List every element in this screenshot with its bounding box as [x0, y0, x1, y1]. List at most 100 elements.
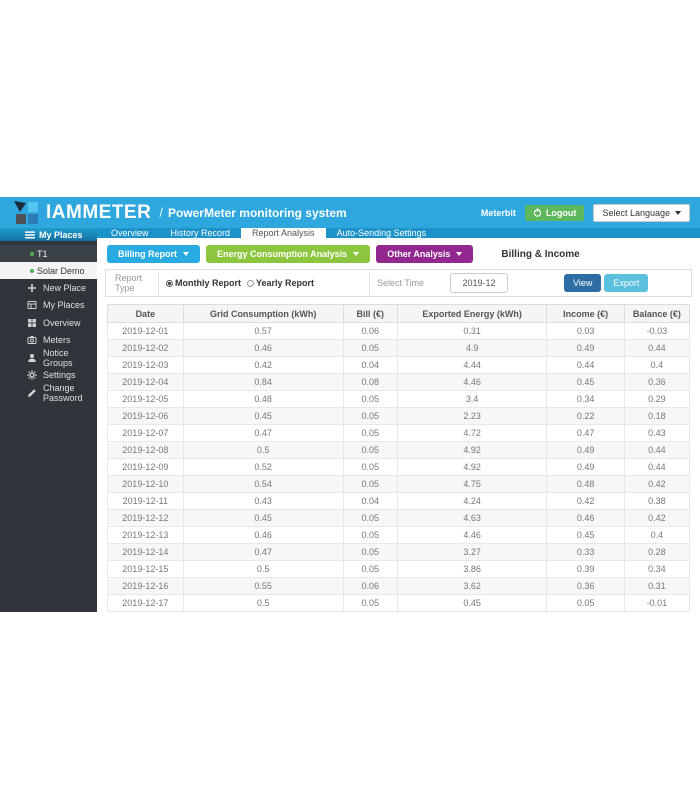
table-cell: 4.92 — [396, 458, 548, 476]
table-cell: 2019-12-08 — [107, 441, 184, 459]
monthly-report-radio[interactable]: Monthly Report — [166, 278, 241, 288]
table-cell: 2.23 — [396, 407, 548, 425]
table-cell: 4.75 — [396, 475, 548, 493]
tab-report-analysis[interactable]: Report Analysis — [241, 228, 326, 238]
title-separator: / — [159, 205, 163, 220]
sidebar-item-meters[interactable]: Meters — [0, 332, 97, 350]
menu-icon — [25, 230, 35, 240]
table-cell: 0.45 — [546, 526, 625, 544]
sidebar-item-label: Change Password — [43, 382, 83, 403]
other-analysis-dropdown[interactable]: Other Analysis — [376, 245, 474, 263]
tab-bar: Overview History Record Report Analysis Aut… — [97, 228, 700, 238]
table-cell: 0.43 — [182, 492, 344, 510]
table-cell: 0.47 — [182, 543, 344, 561]
tab-overview[interactable]: Overview — [111, 228, 149, 238]
view-button[interactable]: View — [564, 274, 602, 292]
table-cell: 0.34 — [623, 560, 691, 578]
table-cell: 0.49 — [546, 441, 625, 459]
tab-history-record[interactable]: History Record — [170, 228, 231, 238]
table-cell: 2019-12-13 — [107, 526, 184, 544]
table-cell: 0.43 — [623, 424, 691, 442]
table-cell: 2019-12-16 — [107, 577, 184, 595]
table-row: 2019-12-13 0.46 0.05 4.46 0.45 0.4 — [107, 526, 691, 544]
table-cell: 0.05 — [342, 509, 398, 527]
other-analysis-label: Other Analysis — [387, 249, 451, 259]
table-row: 2019-12-08 0.5 0.05 4.92 0.49 0.44 — [107, 441, 691, 459]
sidebar-place-t1[interactable]: T1 — [0, 245, 97, 262]
table-cell: 3.86 — [396, 560, 548, 578]
sidebar-nav: New Place My Places Overview Meters Notice G… — [0, 279, 97, 403]
sidebar-item-label: Overview — [43, 317, 81, 328]
select-language-dropdown[interactable]: Select Language — [593, 203, 690, 222]
user-icon — [27, 353, 37, 363]
table-cell: 4.46 — [396, 526, 548, 544]
column-header: Bill (€) — [342, 304, 398, 323]
table-cell: 0.34 — [546, 390, 625, 408]
table-cell: 0.44 — [623, 339, 691, 357]
table-cell: 0.49 — [546, 339, 625, 357]
table-cell: 3.62 — [396, 577, 548, 595]
table-cell: 4.9 — [396, 339, 548, 357]
table-header-row: Date Grid Consumption (kWh) Bill (€) Export… — [107, 304, 691, 323]
energy-consumption-analysis-dropdown[interactable]: Energy Consumption Analysis — [206, 245, 371, 263]
logout-button[interactable]: Logout — [524, 204, 585, 221]
table-cell: 0.47 — [182, 424, 344, 442]
table-cell: 0.05 — [342, 441, 398, 459]
sidebar-item-label: Settings — [43, 370, 76, 381]
app-body: My Places T1 Solar Demo New Place My Place… — [0, 228, 700, 612]
pencil-icon — [27, 388, 37, 398]
iammeter-logo: IAMMETER — [14, 200, 151, 225]
export-button[interactable]: Export — [604, 274, 649, 292]
table-cell: 0.5 — [182, 441, 344, 459]
sidebar-item-my-places[interactable]: My Places — [0, 297, 97, 315]
table-cell: 0.31 — [396, 322, 548, 340]
table-row: 2019-12-17 0.5 0.05 0.45 0.05 -0.01 — [107, 594, 691, 612]
table-cell: 0.5 — [182, 594, 344, 612]
table-cell: 0.48 — [546, 475, 625, 493]
select-time-label: Select Time — [377, 278, 425, 288]
sidebar-place-solar-demo[interactable]: Solar Demo — [0, 262, 97, 279]
table-row: 2019-12-14 0.47 0.05 3.27 0.33 0.28 — [107, 543, 691, 561]
table-cell: 0.45 — [396, 594, 548, 612]
table-cell: 0.05 — [342, 560, 398, 578]
table-cell: 0.52 — [182, 458, 344, 476]
sidebar-item-notice-groups[interactable]: Notice Groups — [0, 347, 97, 368]
sidebar-item-change-password[interactable]: Change Password — [0, 382, 97, 403]
sidebar-item-overview[interactable]: Overview — [0, 314, 97, 332]
sidebar-item-label: Notice Groups — [43, 347, 73, 368]
monthly-report-label: Monthly Report — [175, 278, 241, 288]
chevron-down-icon — [353, 252, 360, 256]
grid-icon — [27, 318, 37, 328]
table-cell: 0.04 — [342, 492, 398, 510]
table-cell: 4.72 — [396, 424, 548, 442]
table-cell: 0.4 — [623, 526, 691, 544]
table-cell: 0.44 — [546, 356, 625, 374]
iammeter-app-window: IAMMETER / PowerMeter monitoring system … — [0, 197, 700, 612]
yearly-report-radio[interactable]: Yearly Report — [247, 278, 314, 288]
billing-report-dropdown[interactable]: Billing Report — [107, 245, 200, 263]
table-row: 2019-12-10 0.54 0.05 4.75 0.48 0.42 — [107, 475, 691, 493]
table-cell: 0.5 — [182, 560, 344, 578]
table-cell: 0.31 — [623, 577, 691, 595]
table-cell: 0.49 — [546, 458, 625, 476]
sidebar-item-settings[interactable]: Settings — [0, 367, 97, 385]
time-input[interactable] — [450, 273, 508, 293]
table-cell: 0.06 — [342, 322, 398, 340]
main-area: Overview History Record Report Analysis Aut… — [97, 228, 700, 612]
table-cell: 0.08 — [342, 373, 398, 391]
column-header: Exported Energy (kWh) — [396, 304, 548, 323]
table-cell: 4.46 — [396, 373, 548, 391]
table-cell: 0.05 — [342, 594, 398, 612]
table-cell: 2019-12-10 — [107, 475, 184, 493]
sidebar-header-my-places[interactable]: My Places — [0, 228, 97, 241]
page-title: PowerMeter monitoring system — [167, 205, 347, 220]
table-cell: -0.01 — [623, 594, 691, 612]
table-cell: 0.04 — [342, 356, 398, 374]
sidebar-item-label: Meters — [43, 335, 71, 346]
table-cell: 2019-12-11 — [107, 492, 184, 510]
plus-icon — [27, 283, 37, 293]
chevron-down-icon — [183, 252, 189, 256]
column-header: Date — [107, 304, 184, 323]
tab-auto-sending-settings[interactable]: Auto-Sending Settings — [336, 228, 427, 238]
sidebar-item-new-place[interactable]: New Place — [0, 279, 97, 297]
